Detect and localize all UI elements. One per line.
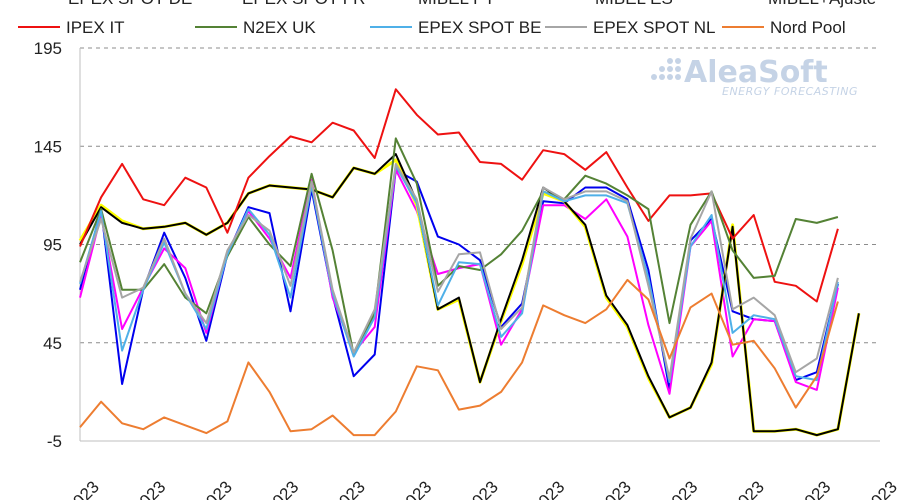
legend-top-row: EPEX SPOT DE EPEX SPOT FR MIBEL PT MIBEL… xyxy=(68,0,876,8)
y-tick-label: 95 xyxy=(43,236,62,255)
legend-label-epex-be: EPEX SPOT BE xyxy=(418,18,541,37)
brand-tagline: ENERGY FORECASTING xyxy=(722,85,858,98)
legend-label-epex-nl: EPEX SPOT NL xyxy=(593,18,716,37)
legend-label-mibel-ajuste: MIBEL+Ajuste xyxy=(768,0,876,8)
logo-dots-icon xyxy=(651,58,681,80)
series-line-epex-spot-be xyxy=(79,164,839,384)
y-tick-label: -5 xyxy=(47,432,62,451)
y-tick-label: 195 xyxy=(34,39,62,58)
aleasoft-logo: AleaSoft ENERGY FORECASTING xyxy=(651,55,858,98)
legend-item-epex-be: EPEX SPOT BE xyxy=(370,18,541,37)
series-line-epex-spot-nl xyxy=(79,162,839,380)
legend-label-epex-fr: EPEX SPOT FR xyxy=(242,0,365,8)
legend-item-ipex-it: IPEX IT xyxy=(18,18,125,37)
legend: IPEX IT N2EX UK EPEX SPOT BE EPEX SPOT N… xyxy=(18,18,846,37)
legend-label-epex-de: EPEX SPOT DE xyxy=(68,0,192,8)
series-line-epex-spot-fr xyxy=(79,168,839,395)
series-line-mibel-es xyxy=(79,153,860,437)
legend-label-ipex-it: IPEX IT xyxy=(66,18,125,37)
series-lines xyxy=(78,88,861,437)
y-tick-label: 145 xyxy=(34,137,62,156)
series-line-nord-pool xyxy=(79,278,839,437)
legend-item-epex-nl: EPEX SPOT NL xyxy=(545,18,716,37)
y-tick-labels: 195 145 95 45 -5 xyxy=(34,39,62,451)
y-tick-label: 45 xyxy=(43,334,62,353)
legend-label-n2ex-uk: N2EX UK xyxy=(243,18,316,37)
legend-item-nord-pool: Nord Pool xyxy=(722,18,846,37)
legend-label-mibel-pt: MIBEL PT xyxy=(418,0,495,8)
legend-label-nord-pool: Nord Pool xyxy=(770,18,846,37)
brand-name: AleaSoft xyxy=(684,55,828,90)
legend-label-mibel-es: MIBEL ES xyxy=(595,0,673,8)
legend-item-n2ex-uk: N2EX UK xyxy=(195,18,316,37)
